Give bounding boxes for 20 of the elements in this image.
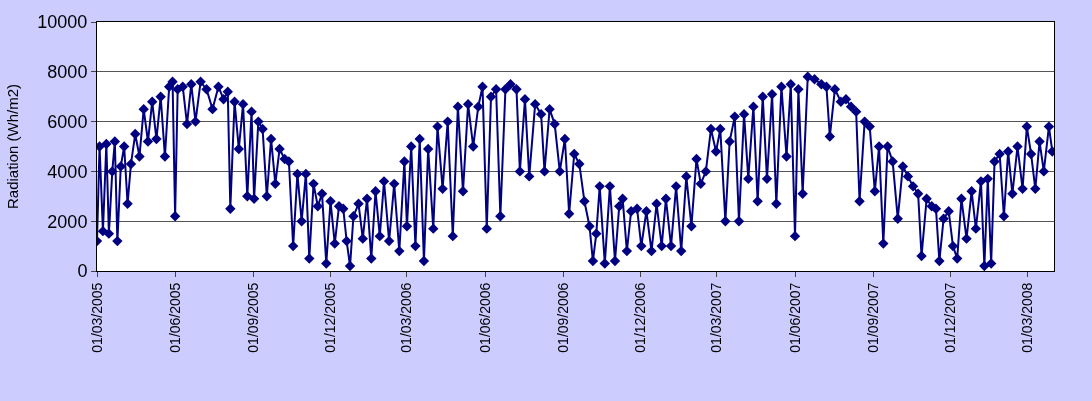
x-tick-label: 01/03/2005 bbox=[88, 282, 105, 353]
x-tick-label: 01/09/2005 bbox=[244, 282, 261, 353]
x-tick-label: 01/09/2006 bbox=[554, 282, 571, 353]
y-tick-label: 10000 bbox=[37, 12, 88, 33]
x-tick-label: 01/03/2007 bbox=[708, 282, 725, 353]
y-tick-label: 4000 bbox=[47, 161, 88, 182]
x-tick-label: 01/12/2007 bbox=[941, 282, 958, 353]
y-axis-title: Radiation (Wh/m2) bbox=[3, 83, 21, 210]
x-tick-label: 01/12/2006 bbox=[632, 282, 649, 353]
x-tick-label: 01/03/2008 bbox=[1019, 282, 1036, 353]
y-tick-label: 0 bbox=[77, 261, 88, 282]
y-tick-label: 2000 bbox=[47, 211, 88, 232]
x-tick-label: 01/06/2005 bbox=[166, 282, 183, 353]
y-tick-label: 6000 bbox=[47, 111, 88, 132]
y-tick-label: 8000 bbox=[47, 62, 88, 83]
x-tick-label: 01/12/2005 bbox=[322, 282, 339, 353]
x-tick-label: 01/06/2007 bbox=[786, 282, 803, 353]
x-tick-label: 01/09/2007 bbox=[864, 282, 881, 353]
x-tick-label: 01/06/2006 bbox=[476, 282, 493, 353]
x-tick-label: 01/03/2006 bbox=[398, 282, 415, 353]
